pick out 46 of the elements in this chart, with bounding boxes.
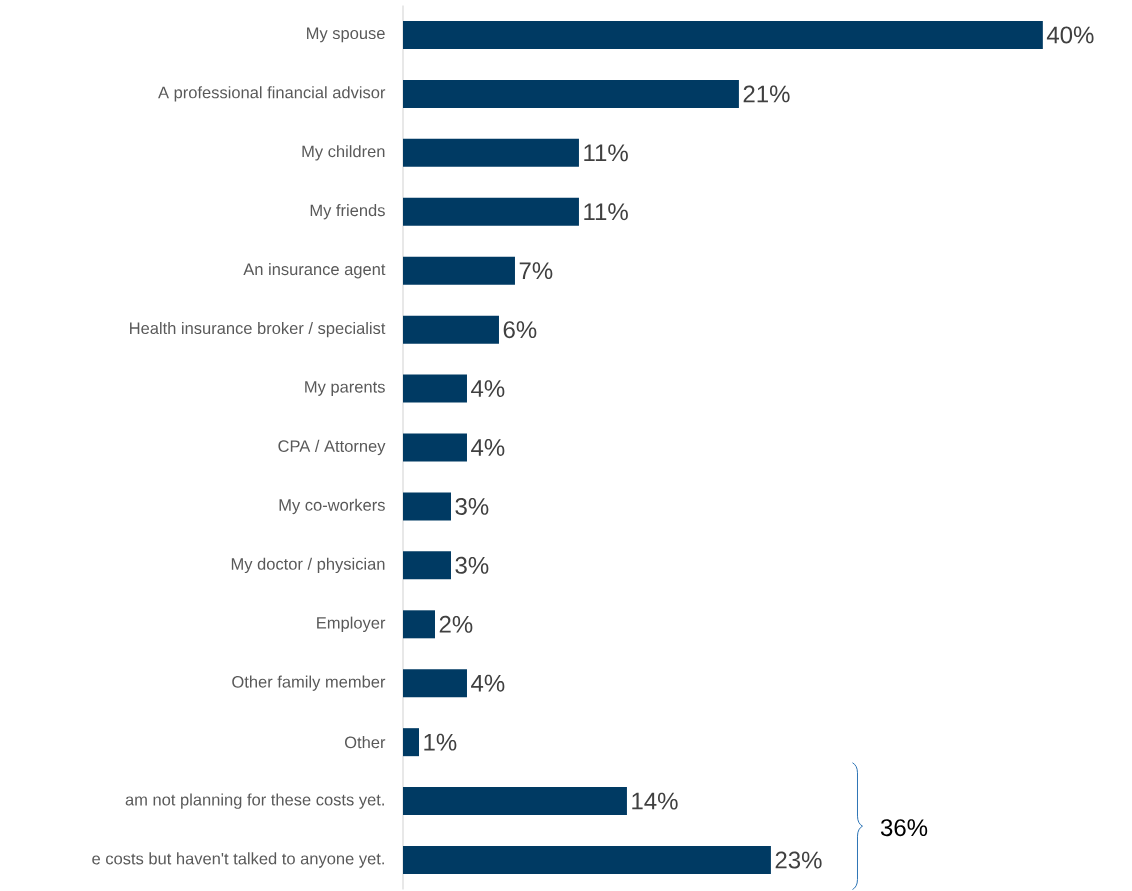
y-tick-label: My doctor / physician [231,557,385,574]
y-tick-label: Health insurance broker / specialist [130,321,386,338]
bar [403,433,467,462]
data-label: 14% [632,792,678,810]
y-tick-label: An insurance agent [243,263,386,279]
y-tick-label: e costs but haven't talked to anyone yet. [92,852,384,868]
bar [403,20,1043,49]
data-label: 6% [503,321,537,339]
y-tick-label: Employer [317,616,386,632]
bar [403,197,579,226]
bar [403,374,467,403]
bar [403,315,499,344]
bar [403,551,451,580]
bar [403,492,451,521]
data-label: 11% [584,203,628,221]
data-label: 4% [471,439,505,456]
y-tick-label: My parents [305,381,385,396]
data-label: 7% [519,262,553,280]
data-label: 4% [471,380,505,397]
data-label: 3% [455,556,489,574]
annotation: 36% [880,819,928,837]
data-label: 40% [1046,26,1094,44]
data-label: 23% [775,851,822,869]
data-label: 21% [743,85,790,103]
y-tick-label: My friends [310,204,385,220]
y-tick-label: am not planning for these costs yet. [125,793,384,809]
bar [403,728,419,757]
bar [403,79,739,108]
bar [403,787,627,816]
data-label: 3% [455,497,489,515]
data-label: 1% [424,733,457,751]
y-tick-label: A professional financial advisor [158,86,386,102]
bar [403,256,515,285]
y-tick-label: Other family member [232,675,386,691]
data-label: 4% [471,674,505,692]
y-tick-label: My spouse [307,27,385,43]
data-label: 11% [584,144,628,162]
bar [403,610,435,639]
y-tick-label: CPA / Attorney [278,439,386,456]
y-tick-label: My children [302,145,385,161]
bar [403,669,467,698]
y-tick-label: Other [345,736,386,749]
data-label: 2% [439,615,473,633]
bar [403,846,771,875]
y-tick-label: My co-workers [279,498,385,515]
bar [403,138,579,167]
